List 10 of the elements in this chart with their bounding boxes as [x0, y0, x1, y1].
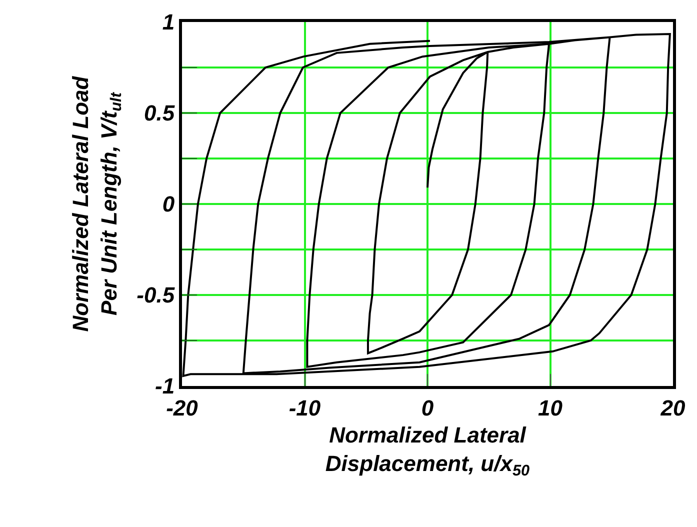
x-tick-label: 0 [421, 395, 434, 420]
y-tick-label: 0.5 [144, 100, 176, 126]
x-tick-label: 20 [660, 395, 686, 420]
x-tick-label: 10 [538, 395, 564, 420]
line-series [182, 33, 671, 377]
x-tick-label: -10 [288, 395, 322, 420]
y-tick-label: -0.5 [136, 282, 176, 308]
y-tick-label: 0 [162, 192, 176, 217]
x-axis-title: Normalized Lateral Displacement, u/x$_{50}$ [325, 422, 530, 480]
y-tick-label: 1 [162, 10, 175, 35]
